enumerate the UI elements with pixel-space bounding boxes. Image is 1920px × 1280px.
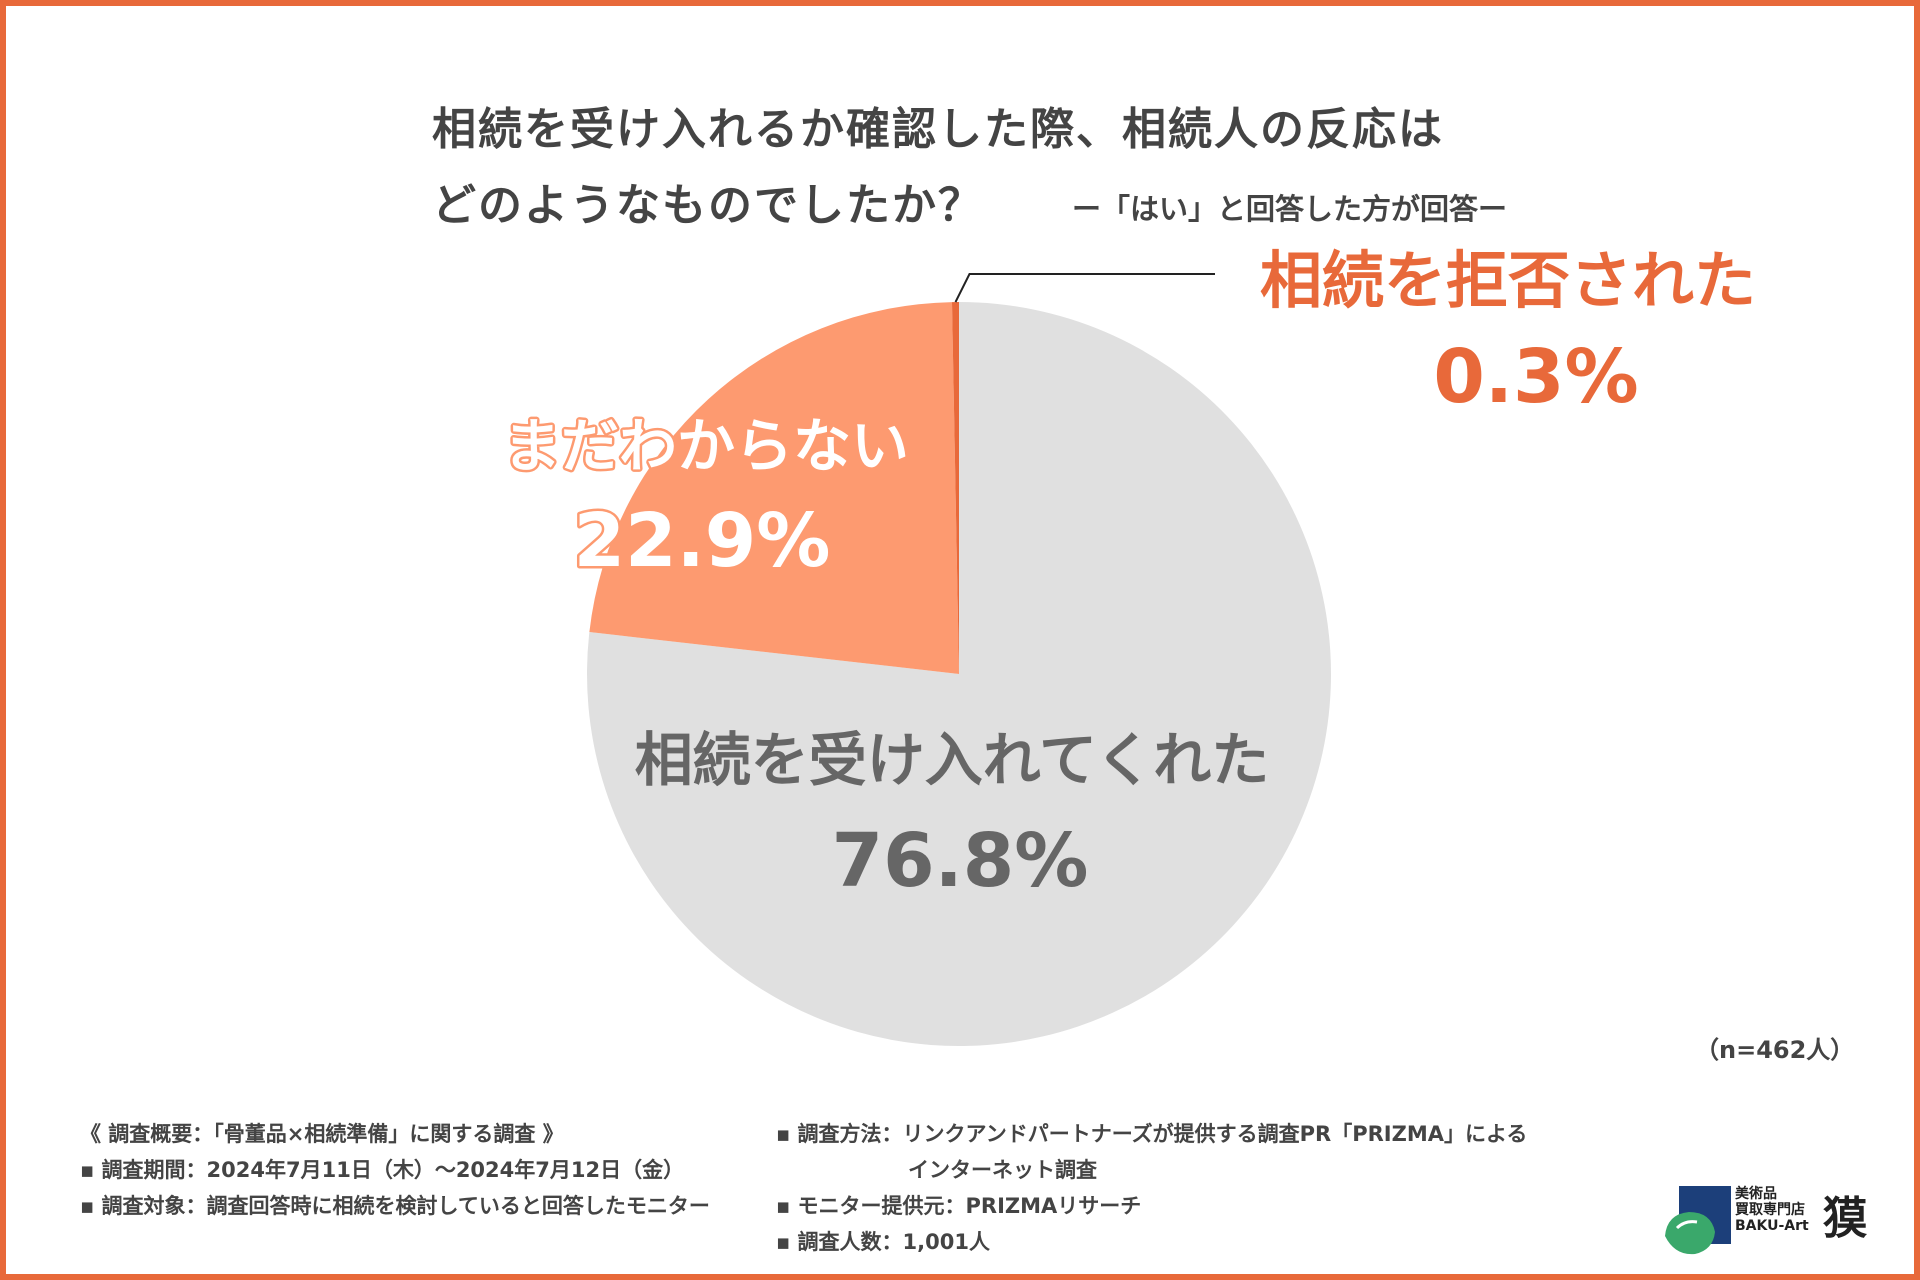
- sample-size-label: （n=462人）: [1695, 1036, 1855, 1064]
- logo-kanji: 獏: [1823, 1193, 1867, 1244]
- chart-subtitle: ー「はい」と回答した方が回答ー: [1072, 192, 1508, 226]
- leader-line-refused: [954, 273, 1215, 303]
- survey-period: ▪ 調査期間：2024年7月11日（木）〜2024年7月12日（金）: [80, 1158, 685, 1182]
- survey-notes-left: 《 調査概要：「骨董品×相続準備」に関する調査 》 ▪ 調査期間：2024年7月…: [80, 1116, 710, 1224]
- logo-line3: BAKU-Art: [1735, 1218, 1809, 1234]
- logo-text: 美術品 買取専門店 BAKU-Art: [1735, 1186, 1809, 1234]
- chart-title-line2: どのようなものでしたか？: [432, 180, 984, 231]
- label-accepted: 相続を受け入れてくれた: [635, 726, 1270, 794]
- baku-logo-icon: [1665, 1186, 1731, 1255]
- value-accepted: 76.8%: [832, 818, 1089, 904]
- logo-line2: 買取専門店: [1735, 1202, 1805, 1218]
- survey-overview: 《 調査概要：「骨董品×相続準備」に関する調査 》: [80, 1122, 564, 1146]
- survey-monitor-source: ▪ モニター提供元：PRIZMAリサーチ: [776, 1194, 1142, 1218]
- slice-refused: [951, 302, 959, 674]
- survey-count: ▪ 調査人数：1,001人: [776, 1230, 990, 1254]
- slice-undecided: [589, 302, 959, 674]
- brand-logo: 美術品 買取専門店 BAKU-Art 獏: [1655, 1180, 1875, 1260]
- chart-title: 相続を受け入れるか確認した際、相続人の反応は どのようなものでしたか？: [432, 92, 1444, 244]
- survey-target: ▪ 調査対象：調査回答時に相続を検討していると回答したモニター: [80, 1194, 710, 1218]
- survey-notes-right: ▪ 調査方法：リンクアンドパートナーズが提供する調査PR「PRIZMA」による …: [776, 1116, 1527, 1260]
- chart-title-line1: 相続を受け入れるか確認した際、相続人の反応は: [432, 104, 1444, 155]
- value-undecided: 22.9%: [574, 498, 831, 584]
- label-undecided: まだわからない: [503, 412, 909, 480]
- survey-method-cont: インターネット調査: [908, 1158, 1097, 1182]
- survey-method: ▪ 調査方法：リンクアンドパートナーズが提供する調査PR「PRIZMA」による: [776, 1122, 1528, 1146]
- value-refused: 0.3%: [1433, 334, 1638, 420]
- logo-line1: 美術品: [1735, 1186, 1777, 1202]
- label-refused: 相続を拒否された: [1260, 244, 1756, 317]
